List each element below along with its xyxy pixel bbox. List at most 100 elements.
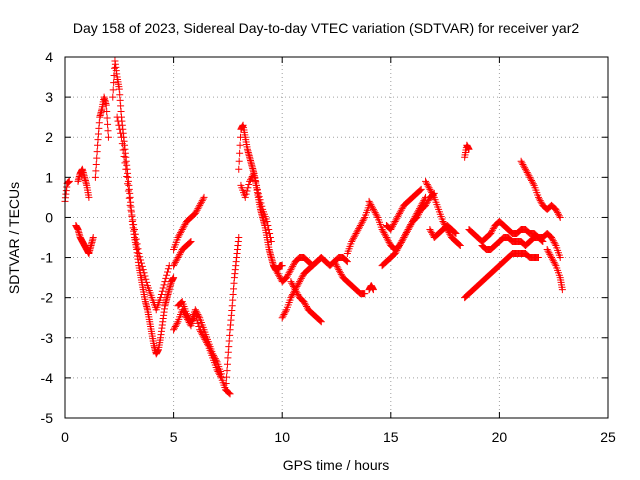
data-point [285, 269, 293, 277]
data-point [395, 242, 403, 250]
data-point [343, 258, 351, 266]
y-tick-label: -5 [41, 410, 54, 426]
y-tick-label: 4 [45, 49, 53, 65]
data-point [253, 185, 261, 193]
data-point [422, 200, 430, 208]
data-point [417, 185, 425, 193]
data-point [407, 221, 415, 229]
data-point [369, 286, 377, 294]
data-point [536, 197, 544, 205]
data-point [138, 262, 146, 270]
data-point [193, 206, 201, 214]
data-point [114, 117, 122, 125]
data-point [135, 250, 143, 258]
y-tick-labels: 4 3 2 1 0 -1 -2 -3 -4 -5 [41, 49, 54, 426]
data-point [296, 276, 304, 284]
series-s2 [72, 221, 97, 258]
data-point [330, 258, 338, 266]
data-point [280, 311, 288, 319]
y-tick-label: -4 [41, 370, 54, 386]
data-point [397, 206, 405, 214]
data-point [360, 215, 368, 223]
data-point [337, 270, 345, 278]
data-point [255, 193, 263, 201]
data-point [301, 299, 309, 307]
data-point [415, 187, 423, 195]
series-s22 [382, 185, 425, 233]
series-s16 [287, 278, 325, 326]
series-s10 [170, 238, 195, 270]
data-point [526, 173, 534, 181]
data-point [177, 298, 185, 306]
data-point [225, 389, 233, 397]
data-point [378, 225, 386, 233]
data-point [546, 250, 554, 258]
data-point [288, 279, 296, 287]
series-s1 [61, 177, 73, 205]
data-point [316, 316, 324, 324]
data-point [171, 258, 179, 266]
data-point [103, 108, 111, 116]
data-point [292, 287, 300, 295]
data-point [367, 201, 375, 209]
data-point [556, 254, 564, 262]
data-point [193, 309, 201, 317]
data-point [195, 312, 203, 320]
data-point [348, 238, 356, 246]
series-s11 [222, 234, 243, 394]
data-point [236, 141, 244, 149]
y-tick-label: 2 [45, 129, 53, 145]
x-tick-label: 10 [274, 429, 290, 445]
data-point [427, 187, 435, 195]
data-point [85, 193, 93, 201]
data-point [139, 266, 147, 274]
data-point [370, 207, 378, 215]
data-point [104, 133, 112, 141]
data-point [117, 133, 125, 141]
data-point [176, 250, 184, 258]
data-point [235, 157, 243, 165]
data-point [426, 185, 434, 193]
data-point [534, 193, 542, 201]
data-point [539, 238, 547, 246]
data-point [402, 229, 410, 237]
data-point [122, 165, 130, 173]
data-point [317, 254, 325, 262]
y-tick-label: -3 [41, 330, 54, 346]
data-point [124, 180, 132, 188]
data-point [126, 201, 134, 209]
series-s29 [517, 157, 564, 221]
data-point [415, 209, 423, 217]
data-point [191, 306, 199, 314]
data-point [365, 197, 373, 205]
series-s6 [113, 113, 173, 314]
data-point [393, 214, 401, 222]
data-point [109, 86, 117, 94]
data-point [317, 318, 325, 326]
data-point [551, 260, 559, 268]
data-point [331, 259, 339, 267]
x-tick-label: 20 [492, 429, 508, 445]
data-point [545, 249, 553, 257]
data-point [356, 221, 364, 229]
data-point [258, 202, 266, 210]
data-point [391, 250, 399, 258]
data-point [382, 234, 390, 241]
data-point [517, 157, 525, 165]
data-point [159, 284, 167, 292]
series-s18 [343, 201, 373, 258]
data-point [427, 227, 435, 235]
data-point [295, 279, 303, 287]
data-point [125, 194, 133, 202]
data-point [288, 292, 296, 300]
data-point [403, 227, 411, 235]
x-axis-label: GPS time / hours [283, 457, 390, 473]
data-point [170, 326, 178, 334]
data-point [250, 169, 258, 177]
series-s5 [109, 57, 178, 358]
data-point [398, 205, 406, 213]
data-point [389, 221, 397, 229]
data-point [197, 200, 205, 208]
data-point [293, 289, 301, 297]
data-point [369, 204, 377, 212]
